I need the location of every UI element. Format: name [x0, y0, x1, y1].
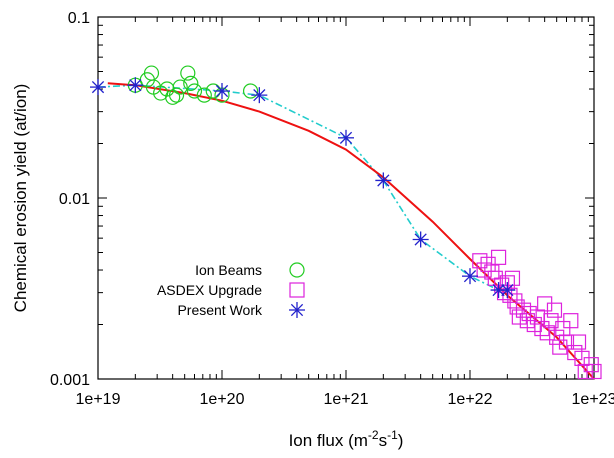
x-axis-title-main: Ion flux (m — [289, 431, 368, 450]
x-tick-label: 1e+21 — [324, 391, 369, 408]
ion-beams-point — [242, 83, 259, 99]
asdex-upgrade-point — [563, 313, 579, 329]
series-lines — [97, 82, 595, 380]
asdex-upgrade-point — [476, 262, 492, 278]
axis-tick-labels: 1e+19 1e+20 1e+21 1e+22 1e+23 0.1 0.01 0.001 — [50, 10, 614, 408]
present-work-point — [375, 172, 392, 189]
cyan-dashdot-line — [97, 84, 508, 291]
asdex-upgrade-point — [546, 302, 563, 318]
x-tick-label: 1e+22 — [448, 391, 493, 408]
asdex-upgrade-point — [558, 334, 575, 350]
asdex-upgrade-point — [549, 329, 565, 345]
y-axis-title: Chemical erosion yield (at/ion) — [11, 84, 30, 313]
ion-beams-point — [289, 262, 305, 278]
asdex-upgrade-point — [586, 363, 602, 380]
present-work-point — [90, 79, 106, 96]
asdex-upgrade-point — [543, 313, 559, 329]
plot-frame — [97, 16, 595, 380]
asdex-upgrade-point — [570, 334, 587, 350]
x-tick-label: 1e+19 — [76, 391, 121, 408]
present-work-point — [289, 302, 305, 318]
asdex-upgrade-point — [490, 249, 507, 265]
present-work-point — [214, 83, 230, 100]
ion-beams-point — [183, 75, 199, 91]
x-tick-label: 1e+23 — [572, 391, 614, 408]
asdex-upgrade-point — [507, 293, 523, 309]
asdex-upgrade-point — [534, 320, 550, 337]
legend: Ion Beams ASDEX Upgrade Present Work — [157, 262, 305, 318]
y-tick-label: 0.1 — [68, 10, 90, 27]
asdex-upgrade-point — [496, 285, 513, 301]
ion-beams-point — [165, 89, 181, 105]
x-axis-title-end: ) — [398, 431, 404, 450]
asdex-upgrade-point — [539, 325, 555, 341]
ion-beams-point — [196, 87, 212, 103]
y-tick-label: 0.001 — [50, 372, 90, 389]
present-work-point — [251, 87, 268, 104]
legend-label: Present Work — [177, 302, 263, 318]
x-axis-title-mid: s — [379, 431, 388, 450]
present-work-point — [490, 282, 507, 299]
legend-label: Ion Beams — [195, 262, 262, 278]
legend-label: ASDEX Upgrade — [157, 282, 262, 298]
asdex-upgrade-point — [537, 296, 553, 312]
ion-beams-point — [186, 83, 203, 99]
present-work-point — [462, 268, 478, 285]
series-markers — [90, 65, 602, 380]
x-axis-title: Ion flux (m-2s-1) — [289, 428, 404, 450]
present-work-point — [412, 231, 429, 248]
asdex-upgrade-point — [521, 305, 537, 322]
red-fit-curve — [107, 82, 595, 380]
asdex-upgrade-point — [484, 264, 500, 280]
asdex-upgrade-point — [289, 282, 305, 298]
asdex-upgrade-point — [574, 350, 590, 366]
axis-ticks — [97, 16, 595, 380]
present-work-point — [338, 129, 354, 146]
ion-beams-point — [172, 79, 188, 95]
x-axis-title-sup1: -2 — [368, 428, 379, 442]
asdex-upgrade-point — [472, 253, 488, 269]
present-work-point — [127, 77, 144, 94]
y-tick-label: 0.01 — [59, 191, 90, 208]
ion-beams-point — [180, 65, 196, 81]
x-tick-label: 1e+20 — [200, 391, 245, 408]
x-axis-title-sup2: -1 — [387, 428, 398, 442]
present-work-point — [499, 282, 516, 299]
ion-beams-point — [168, 87, 185, 103]
